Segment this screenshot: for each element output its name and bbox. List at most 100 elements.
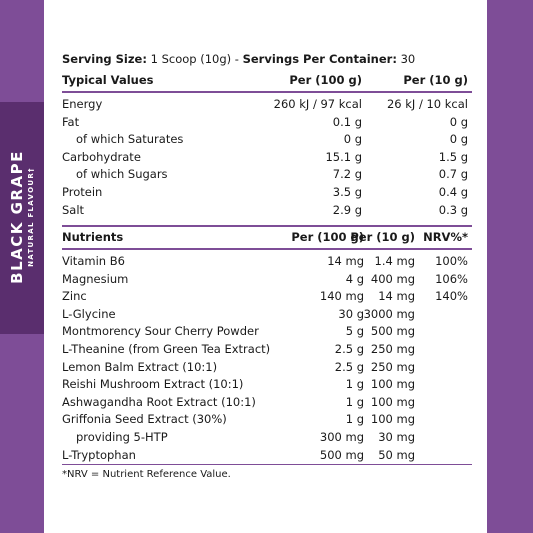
nutrients-header-per100: Per (100 g) (291, 230, 364, 244)
nutrient-row-label: Zinc (62, 289, 87, 304)
nutrient-row-per10: 250 mg (370, 359, 415, 374)
nutrient-row-per100: 14 mg (327, 254, 364, 268)
servings-per-container-value: 30 (396, 52, 416, 66)
nutrient-row: providing 5-HTP 300 mg 30 mg (62, 428, 472, 446)
typical-row-per100: 3.5 g (332, 185, 362, 199)
nutrient-row-label: providing 5-HTP (76, 430, 168, 444)
nutrient-row-per10: 14 mg (378, 289, 415, 304)
nutrient-row: Montmorency Sour Cherry Powder 5 g 500 mg (62, 322, 472, 340)
nutrient-row: Reishi Mushroom Extract (10:1) 1 g 100 mg (62, 375, 472, 393)
nutrient-row-per100: 1 g (345, 394, 364, 409)
nutrient-row: L-Tryptophan 500 mg 50 mg (62, 446, 472, 464)
nutrient-row-per100: 1 g (345, 412, 364, 427)
flavour-label-panel (0, 102, 44, 334)
typical-row-per100: 15.1 g (325, 149, 362, 164)
nutrient-row-label: Lemon Balm Extract (10:1) (62, 359, 218, 374)
right-purple-band (487, 0, 533, 533)
nrv-footnote: *NRV = Nutrient Reference Value. (62, 469, 231, 480)
serving-size-label: Serving Size: (62, 52, 147, 66)
nutrient-row-label: Vitamin B6 (62, 254, 125, 268)
nutrients-header-label: Nutrients (62, 230, 124, 244)
nutrient-row-nrv: 100% (435, 254, 468, 268)
nutrient-row: Zinc 140 mg 14 mg 140% (62, 287, 472, 305)
nutrient-row: Vitamin B6 14 mg 1.4 mg 100% (62, 252, 472, 270)
typical-header-label: Typical Values (62, 73, 154, 87)
nutrient-row-per10: 100 mg (370, 377, 415, 392)
nutrient-row: Ashwagandha Root Extract (10:1) 1 g 100 mg (62, 393, 472, 411)
nutrient-row-per10: 3000 mg (363, 306, 415, 321)
nutrient-row-nrv: 140% (435, 289, 468, 304)
divider (62, 225, 472, 227)
typical-row-per10: 0 g (449, 132, 468, 147)
typical-row: of which Sugars 7.2 g 0.7 g (62, 165, 472, 183)
nutrient-row-per10: 50 mg (378, 447, 415, 462)
nutrient-row-per100: 2.5 g (334, 342, 364, 356)
typical-row-per100: 2.9 g (332, 202, 362, 217)
typical-row-per100: 0 g (343, 132, 362, 147)
typical-row-per10: 0.3 g (438, 202, 468, 217)
nutrient-row-per100: 1 g (345, 377, 364, 392)
typical-header-per100: Per (100 g) (289, 73, 362, 87)
nutrient-row: Lemon Balm Extract (10:1) 2.5 g 250 mg (62, 358, 472, 376)
nutrient-row-per10: 30 mg (378, 430, 415, 444)
typical-row-per100: 0.1 g (332, 114, 362, 129)
flavour-name: BLACK GRAPE (8, 150, 26, 284)
servings-per-container-label: Servings Per Container: (242, 52, 397, 66)
typical-row: of which Saturates 0 g 0 g (62, 130, 472, 148)
typical-row-label: Protein (62, 185, 103, 199)
typical-row-per10: 0.4 g (438, 185, 468, 199)
serving-size-value: 1 Scoop (10g) - (146, 52, 243, 66)
typical-row: Energy 260 kJ / 97 kcal 26 kJ / 10 kcal (62, 95, 472, 113)
nutrient-row-label: Reishi Mushroom Extract (10:1) (62, 377, 244, 392)
nutrient-row-per100: 5 g (345, 324, 364, 339)
typical-row-per10: 0.7 g (438, 167, 468, 182)
nutrient-row-per10: 500 mg (370, 324, 415, 339)
typical-row-label: of which Sugars (76, 167, 168, 182)
typical-row: Protein 3.5 g 0.4 g (62, 183, 472, 201)
nutrient-row: Magnesium 4 g 400 mg 106% (62, 270, 472, 288)
typical-row-label: Salt (62, 202, 85, 217)
nutrient-row-label: L-Glycine (62, 306, 116, 321)
nutrient-row-nrv: 106% (435, 271, 468, 286)
nutrient-row: Griffonia Seed Extract (30%) 1 g 100 mg (62, 410, 472, 428)
typical-row: Carbohydrate 15.1 g 1.5 g (62, 148, 472, 166)
nutrient-row-per10: 400 mg (370, 271, 415, 286)
nutrients-header-nrv: NRV%* (423, 230, 468, 244)
typical-row: Fat 0.1 g 0 g (62, 113, 472, 131)
typical-row-label: Fat (62, 114, 80, 129)
nutrient-row-label: L-Tryptophan (62, 447, 136, 462)
flavour-label: BLACK GRAPE NATURAL FLAVOUR† (8, 150, 36, 284)
nutrient-row-per10: 100 mg (370, 412, 415, 427)
nutrient-row: L-Theanine (from Green Tea Extract) 2.5 g… (62, 340, 472, 358)
typical-row-per100: 260 kJ / 97 kcal (273, 97, 362, 111)
divider (62, 464, 472, 465)
typical-row: Salt 2.9 g 0.3 g (62, 201, 472, 219)
typical-row-per10: 1.5 g (438, 149, 468, 164)
nutrient-row-per100: 500 mg (319, 447, 364, 462)
nutrient-row-label: L-Theanine (from Green Tea Extract) (62, 342, 271, 356)
nutrient-row: L-Glycine 30 g 3000 mg (62, 305, 472, 323)
typical-row-per100: 7.2 g (332, 167, 362, 182)
typical-row-label: of which Saturates (76, 132, 184, 147)
nutrient-row-per10: 100 mg (370, 394, 415, 409)
nutrient-row-per100: 30 g (338, 306, 364, 321)
nutrient-row-per10: 250 mg (370, 342, 415, 356)
typical-row-per10: 0 g (449, 114, 468, 129)
nutrient-row-per100: 4 g (345, 271, 364, 286)
nutrient-row-per100: 2.5 g (334, 359, 364, 374)
nutrient-row-label: Griffonia Seed Extract (30%) (62, 412, 227, 427)
typical-row-per10: 26 kJ / 10 kcal (386, 97, 468, 111)
nutrient-row-label: Ashwagandha Root Extract (10:1) (62, 394, 256, 409)
typical-header-per10: Per (10 g) (403, 73, 468, 87)
divider (62, 248, 472, 250)
nutrient-row-label: Magnesium (62, 271, 129, 286)
nutrients-header-per10: Per (10 g) (350, 230, 415, 244)
nutrient-row-per10: 1.4 mg (374, 254, 415, 268)
typical-values-header: Typical Values Per (100 g) Per (10 g) (62, 71, 472, 89)
nutrients-header: Nutrients Per (100 g) Per (10 g) NRV%* (62, 228, 472, 246)
nutrient-row-label: Montmorency Sour Cherry Powder (62, 324, 259, 339)
flavour-subtitle: NATURAL FLAVOUR† (27, 167, 35, 267)
divider (62, 91, 472, 93)
serving-line: Serving Size: 1 Scoop (10g) - Servings P… (62, 50, 472, 68)
nutrient-row-per100: 300 mg (319, 430, 364, 444)
